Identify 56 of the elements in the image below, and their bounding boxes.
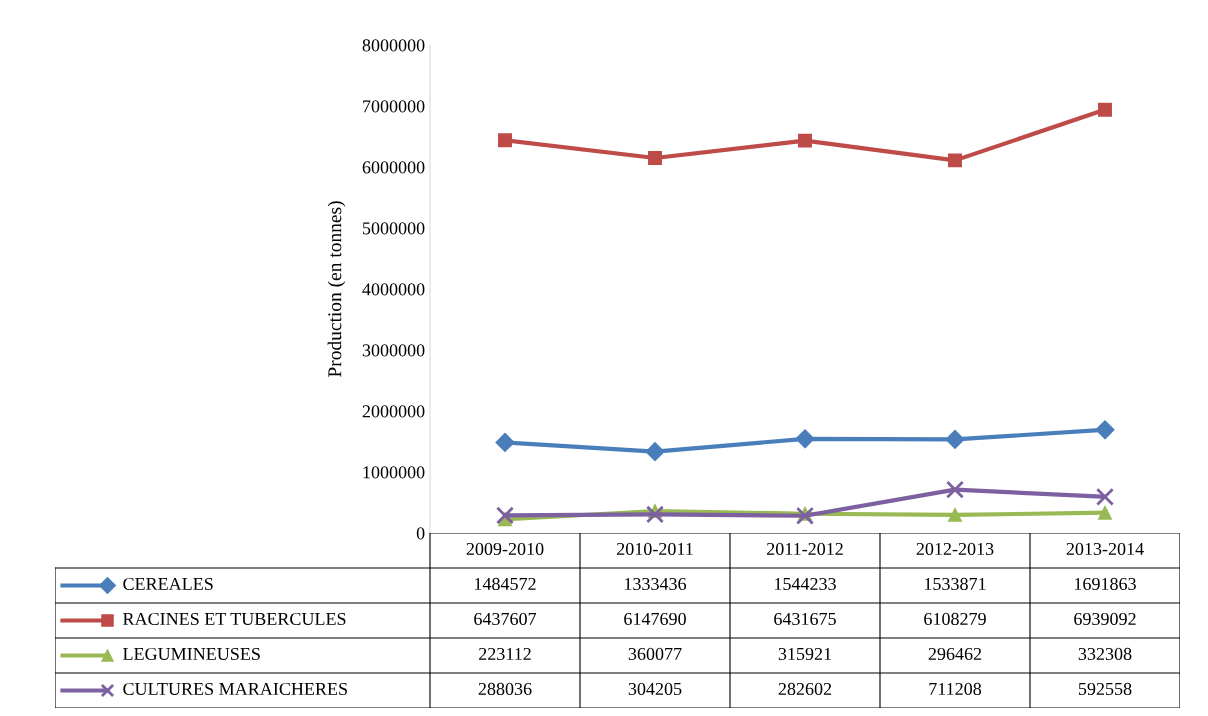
point (798, 133, 812, 148)
point (795, 429, 815, 449)
y-tick-label: 0 (416, 527, 425, 540)
point (495, 506, 515, 525)
legend-label: RACINES ET TUBERCULES (123, 612, 346, 626)
data-label: 1484572 (474, 577, 536, 591)
y-tick-label: 1000000 (363, 466, 425, 479)
data-label: 1533871 (924, 577, 986, 591)
data-label: 1691863 (1074, 577, 1136, 591)
point (945, 480, 965, 499)
data-label: 6108279 (924, 612, 986, 626)
point (948, 153, 962, 168)
data-label: 592558 (1078, 682, 1132, 696)
point (948, 507, 962, 522)
legend-label: LEGUMINEUSES (123, 647, 260, 661)
data-label: 1544233 (774, 577, 836, 591)
point (495, 432, 515, 452)
point (645, 442, 665, 462)
data-label: 315921 (778, 647, 831, 661)
y-tick-label: 8000000 (362, 39, 425, 52)
data-label: 288036 (478, 682, 532, 696)
data-label: 6939092 (1074, 612, 1136, 626)
x-tick-label: 2012-2013 (916, 542, 994, 556)
data-label: 711208 (929, 682, 982, 696)
point (1098, 505, 1112, 520)
data-label: 332308 (1078, 647, 1132, 661)
point (945, 429, 965, 449)
point (648, 151, 662, 165)
x-tick-label: 2010-2011 (617, 542, 693, 556)
data-label: 6147690 (624, 612, 686, 626)
point (498, 133, 512, 148)
y-tick-label: 4000000 (362, 283, 425, 296)
data-label: 282602 (778, 682, 832, 696)
point (1095, 420, 1115, 440)
point (1095, 487, 1115, 506)
y-tick-label: 6000000 (362, 161, 425, 174)
y-tick-label: 3000000 (362, 344, 425, 357)
y-tick-label: 2000000 (362, 405, 425, 418)
point (1098, 102, 1112, 117)
y-tick-label: 7000000 (363, 100, 425, 113)
x-tick-label: 2011-2012 (767, 542, 843, 556)
x-tick-label: 2013-2014 (1066, 542, 1144, 556)
data-label: 296462 (928, 647, 982, 661)
point (795, 506, 815, 525)
data-label: 6437607 (474, 612, 537, 626)
y-tick-label: 5000000 (362, 222, 425, 235)
data-label: 360077 (628, 647, 682, 661)
x-tick-label: 2009-2010 (466, 542, 544, 556)
data-label: 223112 (479, 647, 531, 661)
legend-label: CULTURES MARAICHERES (123, 682, 347, 696)
data-label: 304205 (628, 682, 682, 696)
data-label: 6431675 (774, 612, 836, 626)
data-label: 1333436 (624, 577, 687, 591)
y-axis-title: Production (en tonnes) (327, 201, 346, 377)
legend-label: CEREALES (123, 577, 213, 591)
point (645, 505, 665, 524)
